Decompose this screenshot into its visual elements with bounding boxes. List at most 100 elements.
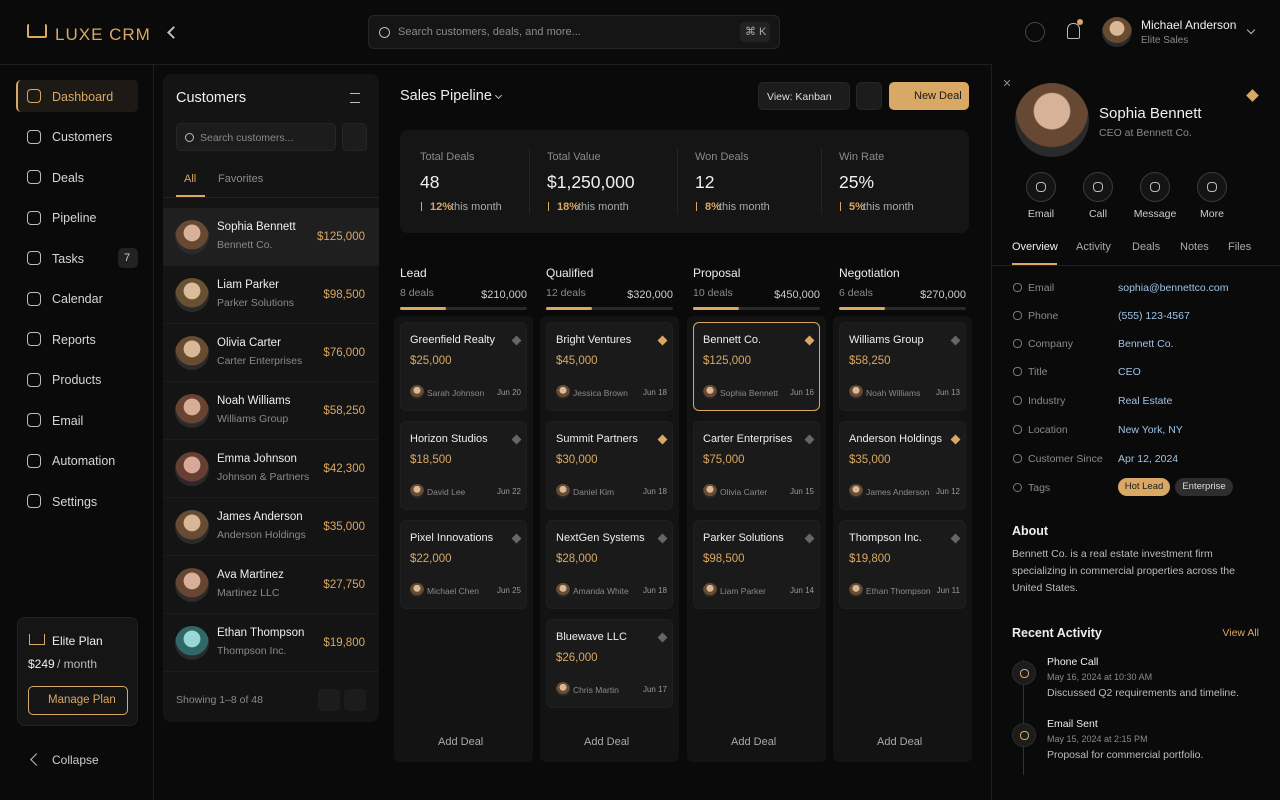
avatar xyxy=(556,682,570,696)
customer-company: Anderson Holdings xyxy=(217,528,306,541)
field-label: Title xyxy=(1028,365,1048,378)
column-name: Negotiation xyxy=(839,265,900,280)
stat-label: Win Rate xyxy=(839,151,885,164)
contact-action[interactable] xyxy=(1197,172,1227,202)
stat-note: this month xyxy=(719,201,770,214)
add-deal[interactable]: Add Deal xyxy=(877,736,923,749)
page-next[interactable] xyxy=(344,689,366,711)
about-text: Bennett Co. is a real estate investment … xyxy=(1012,548,1235,594)
customer-row[interactable] xyxy=(163,324,379,382)
customer-tab[interactable]: Favorites xyxy=(218,173,264,186)
plan-crown xyxy=(29,634,45,645)
field-label: Location xyxy=(1028,423,1068,436)
customer-name: Olivia Carter xyxy=(217,337,281,350)
field-value: sophia@bennettco.com xyxy=(1118,281,1229,294)
deal-date: Jun 16 xyxy=(789,388,814,398)
add-button[interactable] xyxy=(1025,22,1045,42)
contact-action[interactable] xyxy=(1140,172,1170,202)
customer-company: Williams Group xyxy=(217,412,289,425)
customer-row[interactable] xyxy=(163,266,379,324)
customer-row[interactable] xyxy=(163,614,379,672)
nav-label: Pipeline xyxy=(52,211,97,225)
activity-title: Recent Activity xyxy=(1012,625,1102,640)
add-deal[interactable]: Add Deal xyxy=(438,736,484,749)
deal-date: Jun 15 xyxy=(789,487,814,497)
customers-menu xyxy=(350,93,360,103)
contact-tab[interactable]: Notes xyxy=(1180,241,1209,254)
tag-label: Hot Lead xyxy=(1124,481,1164,492)
deal-date: Jun 13 xyxy=(935,388,960,398)
manage-plan-label: Manage Plan xyxy=(48,694,116,707)
customer-row[interactable] xyxy=(163,498,379,556)
contact-action-label: More xyxy=(1200,208,1224,220)
customer-name: Emma Johnson xyxy=(217,453,297,466)
new-deal-button[interactable] xyxy=(889,82,969,110)
add-deal[interactable]: Add Deal xyxy=(584,736,630,749)
contact-action-icon xyxy=(1207,182,1217,192)
nav-icon xyxy=(27,494,41,508)
deal-value: $22,000 xyxy=(410,553,452,566)
customer-value: $76,000 xyxy=(323,347,365,360)
contact-action[interactable] xyxy=(1083,172,1113,202)
field-value: New York, NY xyxy=(1118,423,1183,436)
deal-value: $98,500 xyxy=(703,553,745,566)
customer-row[interactable] xyxy=(163,382,379,440)
stat-change: 5% xyxy=(849,201,865,214)
tag-label: Enterprise xyxy=(1182,481,1226,492)
page-prev[interactable] xyxy=(318,689,340,711)
deal-owner: Jessica Brown xyxy=(573,387,628,398)
customer-company: Thompson Inc. xyxy=(217,644,287,657)
contact-tab[interactable]: Activity xyxy=(1076,241,1111,254)
deal-name: Anderson Holdings xyxy=(849,433,942,446)
stat-note: this month xyxy=(451,201,502,214)
customer-row[interactable] xyxy=(163,556,379,614)
deal-name: NextGen Systems xyxy=(556,532,645,545)
tag xyxy=(1118,478,1170,496)
column-count: 8 deals xyxy=(400,286,434,299)
customer-filter[interactable] xyxy=(342,123,367,151)
avatar xyxy=(703,583,717,597)
deal-value: $30,000 xyxy=(556,454,598,467)
customer-tab[interactable]: All xyxy=(184,173,197,186)
sidebar-toggle-icon xyxy=(166,25,180,39)
collapse-label[interactable]: Collapse xyxy=(52,752,99,767)
field-icon xyxy=(1012,310,1022,320)
customer-search[interactable] xyxy=(176,123,336,151)
contact-tab[interactable]: Files xyxy=(1228,241,1252,254)
customer-value: $42,300 xyxy=(323,463,365,476)
search-box[interactable] xyxy=(368,15,780,49)
deal-date: Jun 18 xyxy=(642,487,667,497)
nav-label: Customers xyxy=(52,130,113,144)
add-deal[interactable]: Add Deal xyxy=(731,736,777,749)
contact-action-icon xyxy=(1036,182,1046,192)
column-progress-track xyxy=(400,307,527,310)
pipeline-filter[interactable] xyxy=(856,82,882,110)
customer-search-icon xyxy=(184,132,194,142)
pipeline-title: Sales Pipeline xyxy=(400,88,492,105)
stat-label: Won Deals xyxy=(695,151,749,164)
view-all[interactable]: View All xyxy=(1222,626,1259,639)
view-select[interactable] xyxy=(758,82,850,110)
notification-bell[interactable] xyxy=(1067,23,1080,39)
deal-value: $25,000 xyxy=(410,355,452,368)
pipeline-title-chevron xyxy=(494,91,502,99)
contact-star[interactable] xyxy=(1246,89,1259,102)
contact-action[interactable] xyxy=(1026,172,1056,202)
field-label: Tags xyxy=(1028,481,1051,494)
deal-value: $18,500 xyxy=(410,454,452,467)
deal-value: $35,000 xyxy=(849,454,891,467)
deal-date: Jun 14 xyxy=(789,586,814,596)
customer-row[interactable] xyxy=(163,440,379,498)
contact-tab[interactable]: Overview xyxy=(1012,241,1058,254)
nav-badge-count: 7 xyxy=(124,252,131,265)
details-divider xyxy=(991,64,992,800)
manage-plan-button[interactable] xyxy=(28,686,128,715)
field-value: Real Estate xyxy=(1118,394,1173,407)
customers-title: Customers xyxy=(176,90,247,107)
deal-value: $125,000 xyxy=(703,355,751,368)
column-total: $450,000 xyxy=(774,289,820,302)
contact-tab[interactable]: Deals xyxy=(1132,241,1161,254)
sidebar-divider xyxy=(153,64,154,800)
nav-icon xyxy=(27,170,41,184)
